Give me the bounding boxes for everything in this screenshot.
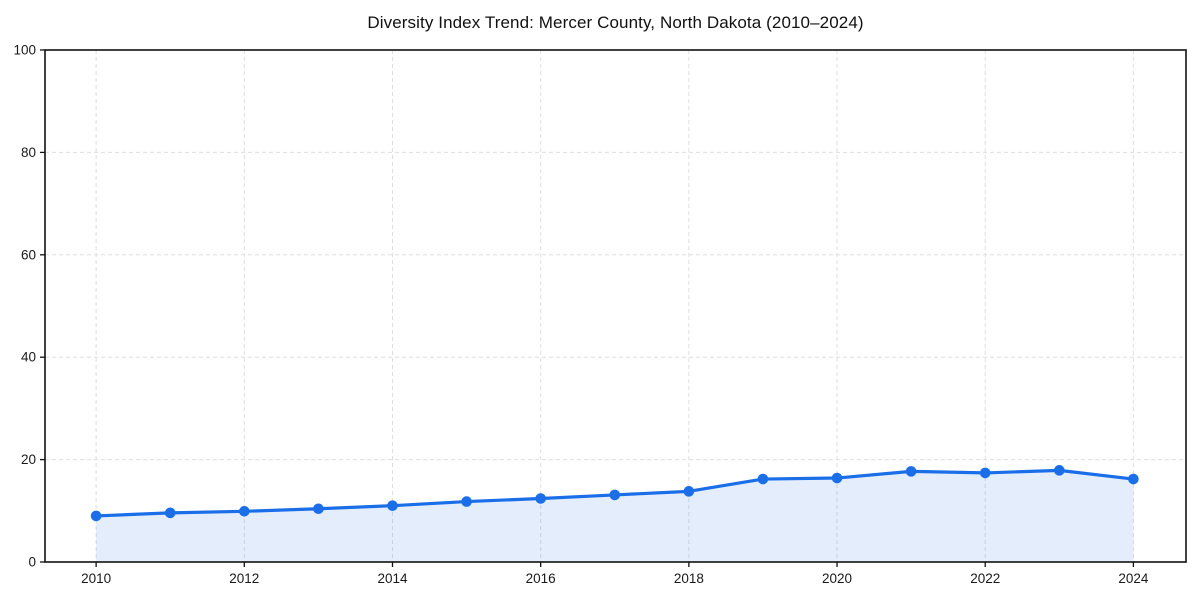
data-point bbox=[609, 489, 621, 501]
y-tick-label: 80 bbox=[21, 145, 36, 160]
plot-border bbox=[44, 49, 1187, 563]
data-point bbox=[683, 486, 695, 497]
y-tick-label: 60 bbox=[21, 247, 36, 262]
data-point bbox=[461, 496, 472, 507]
x-tick-label: 2012 bbox=[229, 571, 259, 586]
data-point bbox=[757, 473, 769, 485]
data-point bbox=[979, 467, 991, 479]
x-tick-label: 2016 bbox=[526, 571, 556, 586]
x-tick-label: 2020 bbox=[822, 571, 852, 586]
data-point bbox=[535, 493, 546, 504]
x-tick-label: 2024 bbox=[1118, 571, 1149, 586]
y-tick-label: 100 bbox=[13, 43, 36, 58]
data-point bbox=[905, 466, 917, 477]
data-point bbox=[90, 510, 102, 522]
y-tick-label: 0 bbox=[28, 555, 36, 570]
y-tick-label: 40 bbox=[21, 350, 36, 365]
data-point bbox=[831, 472, 843, 484]
chart-title: Diversity Index Trend: Mercer County, No… bbox=[367, 13, 864, 32]
data-point bbox=[239, 506, 250, 517]
x-tick-label: 2014 bbox=[377, 571, 408, 586]
x-tick-label: 2022 bbox=[970, 571, 1000, 586]
x-tick-label: 2010 bbox=[81, 571, 111, 586]
area-fill bbox=[96, 470, 1134, 562]
data-point bbox=[1128, 473, 1139, 485]
data-point bbox=[164, 507, 176, 519]
data-point bbox=[313, 503, 324, 515]
y-tick-label: 20 bbox=[21, 452, 36, 467]
x-tick-label: 2018 bbox=[674, 571, 704, 586]
data-point bbox=[387, 500, 398, 511]
data-point bbox=[1054, 465, 1065, 476]
